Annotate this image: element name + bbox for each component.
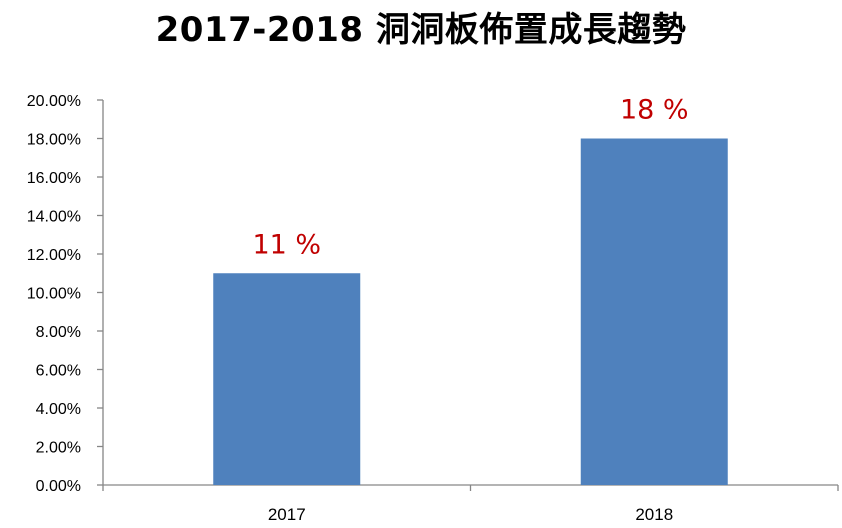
y-tick-label: 4.00% (36, 401, 81, 418)
labels: 0.00% 2.00% 4.00% 6.00% 8.00% 10.00% 12.00% 14.… (27, 93, 689, 524)
data-label: 11 % (252, 229, 321, 260)
y-tick-label: 2.00% (36, 440, 81, 457)
y-tick-label: 14.00% (27, 209, 81, 226)
y-tick-label: 0.00% (36, 478, 81, 495)
bar-2018 (580, 138, 728, 485)
y-tick-label: 20.00% (27, 93, 81, 110)
bars (213, 138, 728, 485)
x-category-label: 2018 (635, 505, 673, 524)
y-tick-label: 6.00% (36, 363, 81, 380)
bar-2017 (213, 273, 361, 485)
x-category-label: 2017 (268, 505, 306, 524)
y-tick-label: 18.00% (27, 132, 81, 149)
y-tick-label: 8.00% (36, 324, 81, 341)
y-tick-label: 12.00% (27, 247, 81, 264)
y-tick-label: 16.00% (27, 170, 81, 187)
data-label: 18 % (620, 95, 689, 126)
chart-title: 2017-2018 洞洞板佈置成長趨勢 (155, 10, 687, 50)
y-tick-label: 10.00% (27, 286, 81, 303)
